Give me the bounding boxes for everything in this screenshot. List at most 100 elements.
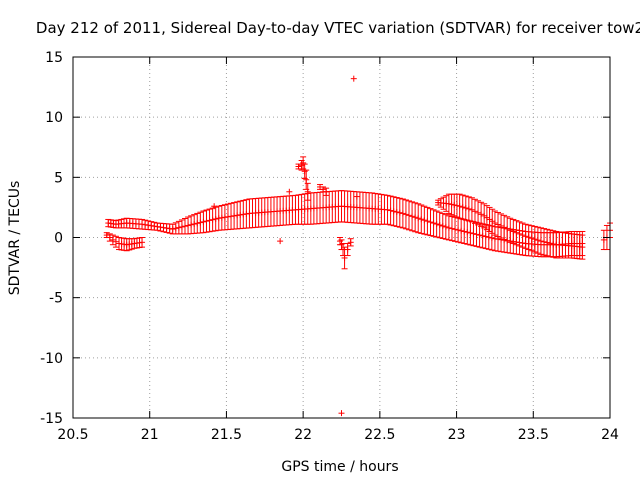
data-point [424,206,431,236]
data-point [516,221,523,247]
data-point [433,210,440,238]
x-tick-label: 22 [294,427,312,443]
data-point [504,216,511,242]
data-point [519,222,526,248]
data-point [390,196,397,227]
data-point [160,223,167,233]
x-tick-label: 21.5 [211,427,242,443]
x-tick-label: 24 [601,427,619,443]
data-point [203,209,210,233]
data-point [459,194,466,220]
data-point [510,218,517,245]
data-layer [103,75,613,417]
data-point [289,195,296,226]
data-point [136,237,143,249]
y-axis-label: SDTVAR / TECUs [7,181,23,296]
data-point [353,193,360,200]
data-point [295,163,302,170]
data-point [465,196,472,222]
data-point [109,234,116,246]
data-point [565,232,572,259]
data-point [421,205,428,235]
data-point [525,224,532,251]
data-point [443,195,450,212]
data-point [341,246,348,270]
data-point [350,191,357,224]
data-point [228,202,235,230]
data-point [489,208,496,234]
data-point [531,225,538,253]
data-point [172,222,179,235]
x-axis-label: GPS time / hours [281,459,398,475]
y-tick-label: 0 [54,231,63,247]
data-point [206,208,213,233]
y-tick-label: -5 [49,291,63,307]
chart-title: Day 212 of 2011, Sidereal Day-to-day VTE… [36,19,640,37]
data-point [498,213,505,239]
data-point [544,228,551,257]
data-point [445,215,452,241]
data-point [197,211,204,234]
data-point [243,199,250,229]
data-point [387,195,394,226]
data-point [347,238,354,247]
data-point [320,186,327,193]
data-point [468,197,475,223]
y-tick-label: -15 [40,411,63,427]
data-point [335,190,342,223]
x-tick-label: 23.5 [518,427,549,443]
data-point [522,223,529,249]
x-tick-label: 22.5 [364,427,395,443]
data-point [486,206,493,232]
data-point [112,235,119,248]
data-point [528,225,535,252]
data-point [304,182,311,201]
data-point [402,199,409,230]
x-tick-label: 20.5 [57,427,88,443]
data-point [478,201,485,227]
data-point [409,201,416,232]
data-point [277,238,284,245]
data-point [471,198,478,224]
data-point [182,217,189,235]
data-point [415,203,422,234]
data-point [439,212,446,239]
data-point [513,220,520,246]
data-point [110,219,117,228]
data-point [344,243,351,257]
data-point [212,206,219,232]
tick-layer: 20.5 21 21.5 22 22.5 23 23.5 24 -15 -10 -5 0 5 10 15 [40,50,619,443]
data-point [537,227,544,255]
data-point [453,193,460,218]
data-point [188,215,195,235]
data-point [163,223,170,233]
data-point [249,198,256,229]
data-point [121,218,128,229]
data-point [458,218,465,244]
data-point [128,238,135,250]
data-point [475,200,482,226]
data-point [507,217,514,243]
data-point [399,198,406,229]
data-point [451,193,458,217]
data-point [258,197,265,228]
data-point [237,200,244,230]
data-point [448,216,455,242]
data-point [501,214,508,240]
data-point [300,156,307,170]
data-point [406,200,413,231]
x-tick-label: 23 [448,427,466,443]
data-point [121,237,128,251]
data-point [393,197,400,227]
data-point [547,229,554,258]
data-point [494,211,501,238]
y-tick-label: -10 [40,351,63,367]
data-point [274,196,281,227]
y-tick-label: 10 [45,110,63,126]
data-point [323,187,330,196]
data-point [556,231,563,259]
x-tick-label: 21 [141,427,159,443]
data-point [418,204,425,234]
